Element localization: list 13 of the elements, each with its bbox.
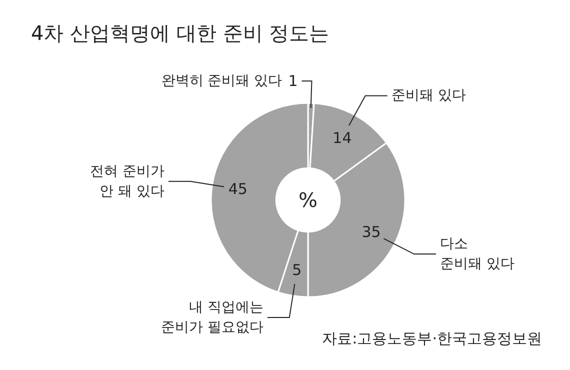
- slice-label: 완벽히 준비돼 있다: [161, 73, 282, 90]
- data-label: 45: [228, 180, 248, 198]
- slice-label: 전혀 준비가 안 돼 있다: [90, 163, 164, 200]
- slice-label: 내 직업에는 준비가 필요없다: [160, 300, 264, 336]
- slice-label: 준비돼 있다: [391, 88, 466, 104]
- chart-title: 4차 산업혁명에 대한 준비 정도는: [31, 21, 330, 45]
- data-label: 5: [292, 261, 302, 280]
- data-label: 1: [288, 72, 298, 90]
- data-label: 35: [362, 223, 381, 242]
- text: 자료:고용노동부·한국고용정보원: [322, 330, 542, 348]
- slice-label: 다소 준비돼 있다: [440, 236, 514, 272]
- text: %: [298, 188, 318, 212]
- data-label: 14: [332, 128, 352, 147]
